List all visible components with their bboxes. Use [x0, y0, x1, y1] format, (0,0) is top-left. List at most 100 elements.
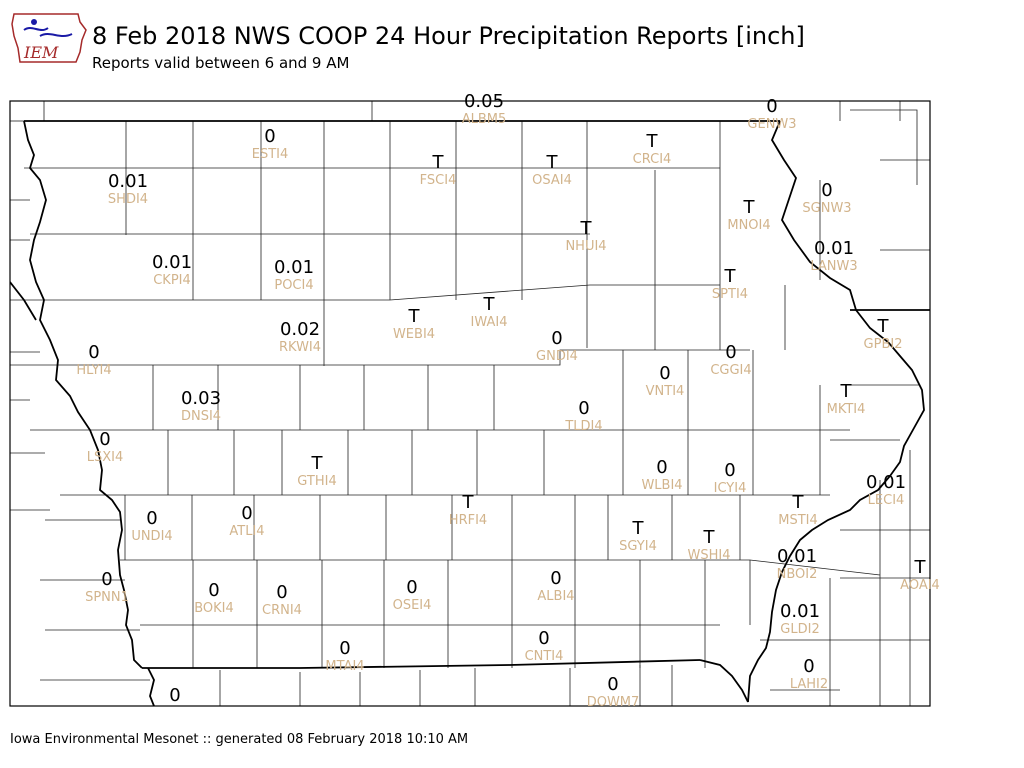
precip-value: 0.01 [814, 238, 854, 259]
precip-value: T [743, 197, 756, 218]
precip-value: 0.01 [780, 601, 820, 622]
footer-credit: Iowa Environmental Mesonet :: generated … [10, 732, 469, 747]
precip-value: T [432, 152, 445, 173]
station-id-label: POCI4 [274, 278, 313, 293]
precip-value: 0 [99, 429, 110, 450]
station-id-label: SPNN1 [85, 590, 129, 605]
precip-value: T [840, 381, 853, 402]
precip-value: 0 [578, 398, 589, 419]
precip-value: T [311, 453, 324, 474]
precip-value: 0 [241, 503, 252, 524]
station-id-label: HRFI4 [449, 513, 487, 528]
station-id-label: LANW3 [810, 259, 857, 274]
precip-value: 0 [550, 568, 561, 589]
precip-value-partial: 0 [169, 685, 180, 706]
station-id-label: DNSI4 [181, 409, 221, 424]
station-id-label: RKWI4 [279, 340, 321, 355]
station-id-label: MTAI4 [325, 659, 364, 674]
precip-value: T [632, 518, 645, 539]
state-borders [10, 120, 930, 706]
station-id-label: WSHI4 [688, 548, 731, 563]
station-id-label: SHDI4 [108, 192, 148, 207]
station-id-label: ATLI4 [229, 524, 264, 539]
precip-value: 0 [725, 342, 736, 363]
station-id-label: ALBM5 [462, 112, 507, 127]
station-id-label: OSEI4 [393, 598, 432, 613]
precip-value: 0.01 [777, 546, 817, 567]
station-id-label: BOKI4 [194, 601, 234, 616]
station-id-label: SGYI4 [619, 539, 657, 554]
station-id-label: CRNI4 [262, 603, 302, 618]
precip-value: 0.01 [274, 257, 314, 278]
station-id-label: CKPI4 [153, 273, 191, 288]
precip-value: 0.05 [464, 91, 504, 112]
precip-value: 0 [724, 460, 735, 481]
station-id-label: ALBI4 [537, 589, 574, 604]
station-id-label: GLDI2 [780, 622, 819, 637]
precip-value: 0 [264, 126, 275, 147]
station-id-label: HLYI4 [76, 363, 111, 378]
station-id-label: FSCI4 [420, 173, 457, 188]
precip-value: 0.02 [280, 319, 320, 340]
precip-value: 0 [101, 569, 112, 590]
precip-value: 0 [659, 363, 670, 384]
station-id-label: GNDI4 [536, 349, 578, 364]
precip-value: 0 [656, 457, 667, 478]
map-frame [9, 100, 931, 707]
precip-value: 0 [88, 342, 99, 363]
iem-logo: IEM [11, 13, 87, 63]
precip-value: 0 [551, 328, 562, 349]
station-id-label: LSXI4 [87, 450, 124, 465]
station-id-label: MNOI4 [727, 218, 770, 233]
precip-value: 0.01 [152, 252, 192, 273]
page-title: 8 Feb 2018 NWS COOP 24 Hour Precipitatio… [92, 22, 805, 50]
precip-value: 0 [538, 628, 549, 649]
precip-value: 0.01 [866, 472, 906, 493]
station-id-label: TLDI4 [564, 419, 602, 434]
station-id-label: SGNW3 [802, 201, 851, 216]
precip-value: T [580, 218, 593, 239]
precip-value: 0 [146, 508, 157, 529]
precip-value: T [914, 557, 927, 578]
precip-value: 0.01 [108, 171, 148, 192]
station-id-label: UNDI4 [131, 529, 172, 544]
sun-icon [31, 19, 37, 25]
station-id-label: GTHI4 [297, 474, 336, 489]
station-id-label: MKTI4 [827, 402, 866, 417]
station-id-label: ESTI4 [252, 147, 289, 162]
map-boundaries [10, 101, 930, 706]
precip-value: T [483, 294, 496, 315]
station-id-label: SPTI4 [712, 287, 748, 302]
station-id-label: OSAI4 [532, 173, 572, 188]
station-id-label: MSTI4 [778, 513, 818, 528]
station-id-label: AOAI4 [900, 578, 940, 593]
